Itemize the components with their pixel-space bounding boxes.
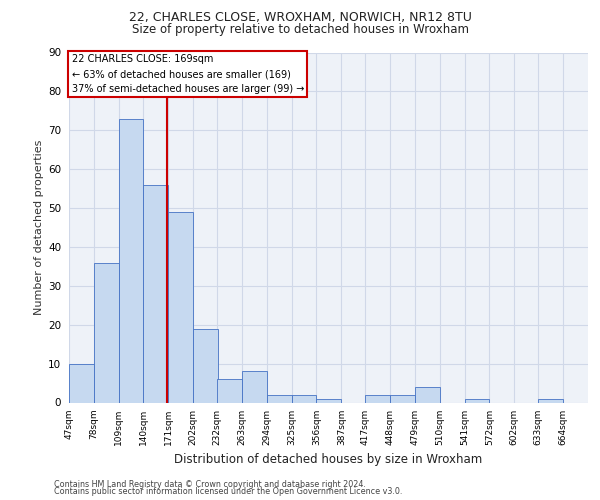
Bar (415, 387, 440, 402)
X-axis label: Distribution of detached houses by size in Wroxham: Distribution of detached houses by size … (175, 454, 482, 466)
Bar (143, 184, 169, 402)
Bar (267, 394, 292, 402)
Text: Contains public sector information licensed under the Open Government Licence v3: Contains public sector information licen… (54, 487, 403, 496)
Bar (94, 262, 119, 402)
Bar (538, 398, 563, 402)
Text: 22, CHARLES CLOSE, WROXHAM, NORWICH, NR12 8TU: 22, CHARLES CLOSE, WROXHAM, NORWICH, NR1… (128, 11, 472, 24)
Bar (390, 394, 415, 402)
Bar (119, 118, 143, 403)
Y-axis label: Number of detached properties: Number of detached properties (34, 140, 44, 315)
Text: Size of property relative to detached houses in Wroxham: Size of property relative to detached ho… (131, 22, 469, 36)
Text: 22 CHARLES CLOSE: 169sqm
← 63% of detached houses are smaller (169)
37% of semi-: 22 CHARLES CLOSE: 169sqm ← 63% of detach… (71, 54, 304, 94)
Bar (69, 364, 94, 403)
Bar (292, 394, 316, 402)
Text: Contains HM Land Registry data © Crown copyright and database right 2024.: Contains HM Land Registry data © Crown c… (54, 480, 366, 489)
Bar (242, 372, 267, 402)
Bar (169, 212, 193, 402)
Bar (316, 398, 341, 402)
Bar (464, 398, 490, 402)
Bar (365, 394, 390, 402)
Bar (193, 328, 218, 402)
Bar (217, 379, 242, 402)
